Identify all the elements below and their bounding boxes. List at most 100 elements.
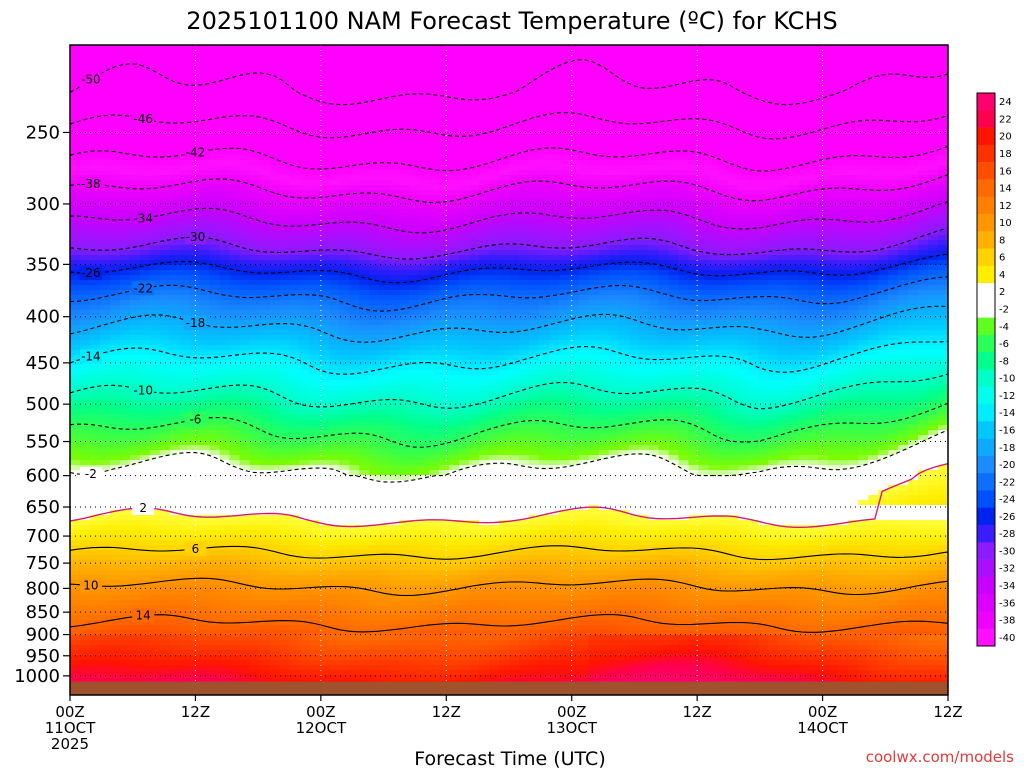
isotherm-label-bg [132,383,155,398]
colorbar-swatch [977,628,995,647]
colorbar-swatch [977,542,995,560]
colorbar-label: 14 [999,184,1012,195]
x-tick-label: 13OCT [546,719,597,737]
colorbar-swatch [977,352,995,370]
colorbar-swatch [977,93,995,111]
gridlines [70,45,948,695]
x-tick-label: 14OCT [797,719,848,737]
colorbar-label: 8 [999,235,1005,246]
isotherm-line [70,340,948,375]
colorbar-label: -16 [999,426,1015,437]
colorbar-swatch [977,334,995,353]
y-tick-label: 750 [26,553,60,574]
isotherm-line [70,227,948,260]
isotherm-label-bg [184,230,207,245]
ground-layer [70,681,948,695]
isotherm-label: -22 [133,281,153,295]
x-axis-label: Forecast Time (UTC) [414,748,605,768]
colorbar-label: 12 [999,201,1012,212]
colorbar-label: -28 [999,529,1015,540]
colorbar-label: 6 [999,253,1005,264]
isotherm-label: -18 [186,316,206,330]
isotherm-label-bg [132,501,155,516]
x-tick-label: 12Z [181,703,210,721]
colorbar-label: -30 [999,547,1015,558]
colorbar-swatch [977,300,995,318]
colorbar-swatch [977,594,995,612]
y-tick-label: 1000 [14,666,60,687]
colorbar-swatch [977,248,995,267]
y-tick-label: 950 [26,646,60,667]
colorbar-label: -32 [999,564,1015,575]
x-tick-label: 00Z [808,703,837,721]
colorbar-label: -2 [999,305,1009,316]
colorbar-label: -14 [999,408,1015,419]
isotherm-label-bg [79,266,102,281]
colorbar-swatch [977,110,995,128]
x-tick-label: 00Z [557,703,586,721]
colorbar-swatch [977,231,995,249]
y-axis: 2503003504004505005506006507007508008509… [14,122,70,687]
colorbar-label: -12 [999,391,1015,402]
isotherm-label-bg [79,72,102,87]
y-tick-label: 250 [26,122,60,143]
y-tick-label: 850 [26,602,60,623]
colorbar-label: 2 [999,287,1005,298]
isotherm-label: -30 [186,230,206,244]
isotherm-line [70,253,948,284]
colorbar-label: 24 [999,97,1012,108]
isotherm-label: -26 [81,266,101,280]
colorbar-swatch [977,576,995,595]
isotherm-line [70,276,948,312]
isotherm-label: 10 [83,579,98,593]
isotherm-label-bg [132,211,155,226]
colorbar-swatch [977,127,995,146]
temperature-field [70,45,948,695]
isotherm-lines: -50-46-42-38-34-30-26-22-18-14-10-6-2261… [70,59,948,633]
isotherm-label: -6 [189,413,201,427]
isotherm-line [70,613,948,633]
colorbar-frame [976,92,996,647]
y-tick-label: 900 [26,625,60,646]
credit-text: coolwx.com/models [866,748,1014,766]
isotherm-label: 2 [139,501,147,515]
colorbar-label: -34 [999,581,1015,592]
colorbar-swatch [977,507,995,526]
colorbar-label: -38 [999,616,1015,627]
y-tick-label: 350 [26,254,60,275]
isotherm-label-bg [79,466,102,481]
isotherm-label-bg [184,541,207,556]
y-tick-label: 300 [26,194,60,215]
colorbar-label: 18 [999,149,1012,160]
isotherm-label: -38 [81,177,101,191]
x-tick-label: 00Z [306,703,335,721]
colorbar-swatch [977,490,995,509]
x-tick-label: 2025 [51,735,89,753]
isotherm-label: -2 [85,467,97,481]
colorbar-swatch [977,196,995,215]
isotherm-label: 14 [136,609,151,623]
isotherm-line [70,145,948,172]
x-tick-label: 12Z [432,703,461,721]
isotherm-line [70,577,948,597]
isotherm-line [70,463,948,528]
colorbar-label: -36 [999,598,1015,609]
colorbar-label: -6 [999,339,1009,350]
x-tick-label: 12Z [682,703,711,721]
isotherm-label: -50 [81,72,101,86]
colorbar-swatch [977,213,995,232]
colorbar-label: -26 [999,512,1015,523]
colorbar-swatch [977,473,995,491]
isotherm-label: -14 [81,349,101,363]
isotherm-line [70,429,948,483]
colorbar-swatch [977,144,995,163]
isotherm-label: -42 [186,146,206,160]
colorbar-swatch [977,162,995,180]
colorbar-swatch [977,317,995,336]
x-tick-label: 12OCT [296,719,347,737]
isotherm-label-bg [79,349,102,364]
y-tick-label: 400 [26,307,60,328]
colorbar-label: 20 [999,132,1012,143]
y-tick-label: 450 [26,353,60,374]
